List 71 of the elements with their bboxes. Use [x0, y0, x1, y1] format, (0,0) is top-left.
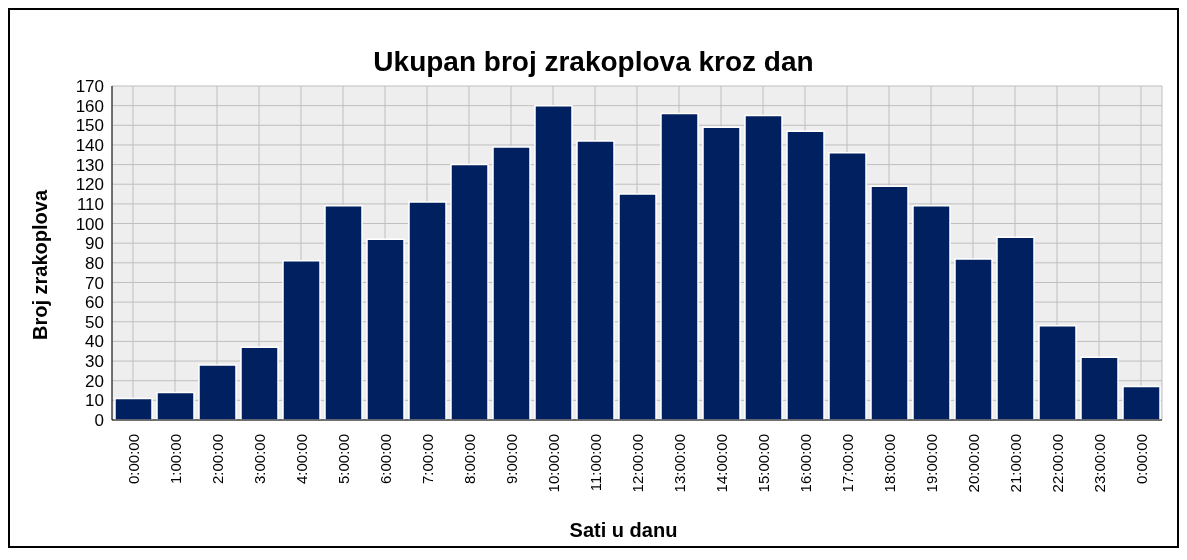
bar	[1038, 324, 1077, 420]
y-tick-label: 160	[75, 96, 104, 116]
bar	[1080, 356, 1119, 420]
y-tick-label: 20	[85, 371, 104, 391]
bar	[114, 397, 153, 420]
x-tick-label: 13:00:00	[670, 434, 688, 493]
y-tick-label: 0	[94, 411, 104, 431]
y-tick-label: 130	[75, 155, 104, 175]
x-tick-label: 15:00:00	[754, 434, 772, 493]
y-axis-title: Broj zrakoplova	[28, 189, 52, 341]
chart-title: Ukupan broj zrakoplova kroz dan	[372, 46, 815, 78]
bar	[534, 104, 573, 420]
y-tick-label: 140	[75, 135, 104, 155]
x-tick-label: 20:00:00	[964, 434, 982, 493]
x-tick-label: 6:00:00	[376, 434, 394, 485]
y-tick-label: 60	[85, 293, 104, 313]
x-tick-label: 2:00:00	[208, 434, 226, 485]
bar	[366, 238, 405, 420]
bar	[282, 260, 321, 420]
y-tick-label: 100	[75, 214, 104, 234]
x-tick-label: 3:00:00	[250, 434, 268, 485]
y-tick-label: 70	[85, 273, 104, 293]
x-tick-label: 22:00:00	[1048, 434, 1066, 493]
x-tick-label: 5:00:00	[334, 434, 352, 485]
x-tick-label: 7:00:00	[418, 434, 436, 485]
bar	[198, 364, 237, 420]
y-tick-label: 80	[85, 253, 104, 273]
x-tick-label: 0:00:00	[1132, 434, 1150, 485]
bar	[702, 126, 741, 420]
y-tick-label: 50	[85, 312, 104, 332]
bar	[786, 130, 825, 420]
y-tick-label: 10	[85, 391, 104, 411]
bar	[576, 140, 615, 420]
x-tick-label: 8:00:00	[460, 434, 478, 485]
bar	[870, 185, 909, 420]
x-tick-label: 0:00:00	[124, 434, 142, 485]
y-tick-label: 120	[75, 175, 104, 195]
bar	[408, 201, 447, 420]
x-tick-label: 17:00:00	[838, 434, 856, 493]
x-tick-label: 4:00:00	[292, 434, 310, 485]
bar	[912, 205, 951, 420]
x-tick-label: 12:00:00	[628, 434, 646, 493]
y-tick-label: 90	[85, 234, 104, 254]
bar	[954, 258, 993, 420]
x-tick-label: 23:00:00	[1090, 434, 1108, 493]
bar	[618, 193, 657, 420]
x-tick-label: 16:00:00	[796, 434, 814, 493]
x-tick-label: 19:00:00	[922, 434, 940, 493]
x-tick-label: 14:00:00	[712, 434, 730, 493]
bar	[492, 146, 531, 420]
x-tick-label: 11:00:00	[586, 434, 604, 492]
bar	[996, 236, 1035, 420]
bar	[828, 152, 867, 420]
x-axis-title: Sati u danu	[568, 519, 679, 542]
y-tick-label: 40	[85, 332, 104, 352]
y-tick-label: 110	[76, 194, 104, 214]
y-tick-label: 150	[75, 116, 104, 136]
x-tick-label: 1:00:00	[166, 434, 184, 485]
bar	[450, 163, 489, 420]
x-tick-label: 21:00:00	[1006, 434, 1024, 493]
x-tick-label: 9:00:00	[502, 434, 520, 485]
bar	[324, 205, 363, 420]
y-tick-label: 170	[75, 77, 104, 97]
bar	[744, 114, 783, 420]
bar	[240, 346, 279, 420]
x-tick-label: 10:00:00	[544, 434, 562, 493]
x-tick-label: 18:00:00	[880, 434, 898, 493]
bar	[1122, 385, 1161, 420]
bar	[660, 112, 699, 420]
bar	[156, 391, 195, 420]
y-tick-label: 30	[85, 352, 104, 372]
